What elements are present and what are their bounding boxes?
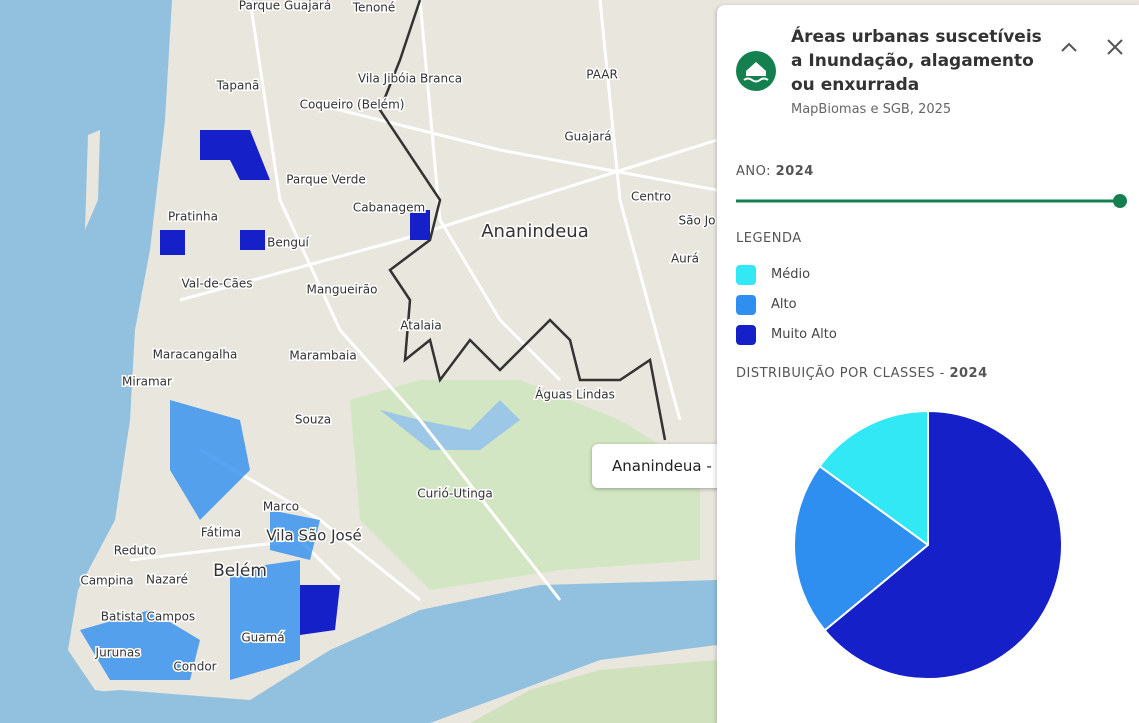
flood-areas (160, 130, 430, 635)
map-label: Parque Guajará (239, 0, 331, 13)
panel-controls[interactable] (1057, 35, 1137, 59)
close-button[interactable] (1107, 39, 1123, 55)
distribution-label: DISTRIBUIÇÃO POR CLASSES - (736, 366, 945, 381)
map-label: Jurunas (95, 646, 141, 660)
map-label: Parque Verde (286, 173, 366, 187)
map-label: Marco (263, 500, 299, 514)
map-label: Fátima (201, 526, 241, 540)
map-label: Maracangalha (153, 348, 238, 362)
map-label: Centro (631, 190, 671, 204)
distribution-caption: DISTRIBUIÇÃO POR CLASSES - 2024 (736, 366, 988, 381)
source: MapBiomas e SGB, 2025 (791, 102, 952, 117)
panel-title: Áreas urbanas suscetíveis a Inundação, a… (791, 27, 1042, 95)
map-label: Campina (80, 574, 133, 588)
map-label: Mangueirão (307, 283, 378, 297)
map-label: Curió-Utinga (417, 487, 493, 501)
lake (380, 400, 520, 450)
distribution-year: 2024 (949, 366, 988, 381)
map-label: Marambaia (289, 349, 356, 363)
map-label: Atalaia (400, 319, 441, 333)
map-label: Belém (213, 561, 267, 581)
map-label: São Jo (678, 214, 715, 228)
legend-label: Médio (771, 267, 811, 282)
legend-swatch (736, 325, 756, 345)
map-label: Guajará (564, 130, 611, 144)
boundary (378, 0, 667, 441)
map-label: Benguí (267, 236, 309, 250)
map-label: Condor (173, 660, 216, 674)
map-label: Cabanagem (353, 201, 425, 215)
legend-label: Alto (771, 297, 797, 312)
pie-slice (793, 464, 930, 632)
map-label: Souza (295, 413, 331, 427)
map-label: Guamá (241, 631, 284, 645)
map-label: Ananindeua (481, 221, 589, 242)
side-panel: Áreas urbanas suscetíveis a Inundação, a… (717, 5, 1139, 723)
map-label: Aurá (671, 252, 699, 266)
year-slider[interactable] (736, 193, 1132, 209)
map-label: Coqueiro (Belém) (300, 98, 405, 112)
green-area (470, 660, 717, 723)
layer-icon (736, 51, 776, 91)
map-label: Val-de-Cães (182, 277, 253, 291)
pie-slice (818, 409, 929, 547)
river (0, 580, 717, 723)
flood-areas (80, 400, 320, 680)
collapse-button[interactable] (1061, 42, 1077, 52)
map-label: Vila São José (266, 527, 362, 545)
map-label: Miramar (122, 375, 172, 389)
map-label: Pratinha (168, 210, 218, 224)
legend-label: Muito Alto (771, 327, 837, 342)
map-label: Tapanã (216, 79, 260, 93)
map-label: Reduto (114, 544, 156, 558)
legend-swatch (736, 265, 756, 285)
island (85, 130, 100, 230)
map-label: PAAR (586, 68, 618, 82)
map-label: Águas Lindas (535, 387, 615, 402)
map-label: Tenoné (352, 1, 396, 15)
bay (0, 0, 172, 723)
map-label: Vila Jibóia Branca (358, 72, 462, 86)
map-label: Batista Campos (101, 610, 195, 624)
year-label: ANO: (736, 164, 772, 179)
map-label: Nazaré (146, 573, 188, 587)
legend-title: LEGENDA (736, 231, 802, 246)
pie-slice (823, 409, 1063, 680)
pie-chart (793, 409, 1063, 680)
year-caption: ANO: 2024 (736, 164, 814, 179)
legend-swatch (736, 295, 756, 315)
year: 2024 (775, 164, 814, 179)
